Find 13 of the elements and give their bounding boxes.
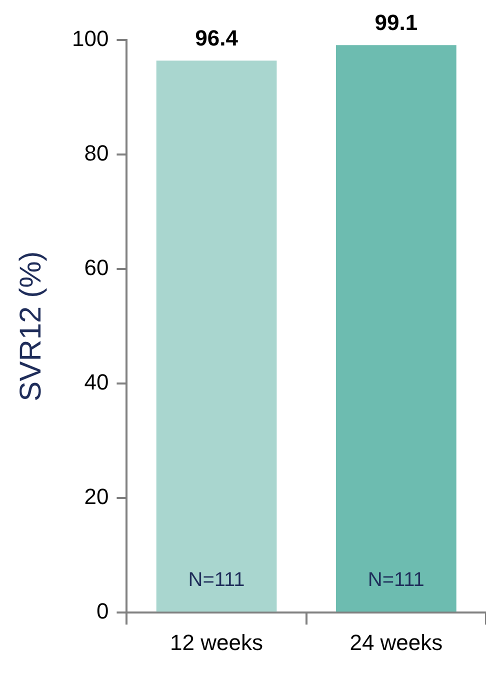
y-tick-label: 40	[84, 370, 109, 395]
y-tick-label: 0	[96, 598, 109, 624]
annotation: N=111	[368, 569, 424, 592]
x-tick-label: 24 weeks	[350, 630, 443, 655]
y-axis-title: SVR12 (%)	[14, 251, 48, 402]
y-tick-label: 60	[84, 255, 109, 280]
y-tick-label: 100	[72, 26, 109, 52]
data-label: 99.1	[374, 10, 418, 36]
y-tick-label: 80	[84, 140, 109, 166]
x-tick-label: 12 weeks	[170, 630, 264, 655]
y-tick-label: 20	[84, 484, 109, 510]
annotation: N=111	[188, 569, 245, 592]
data-label: 96.4	[195, 26, 239, 51]
